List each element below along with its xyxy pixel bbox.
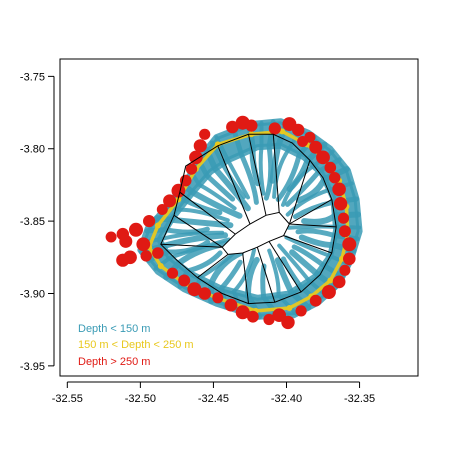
deep-point bbox=[282, 117, 296, 131]
deep-point bbox=[172, 184, 186, 198]
mid-depth-point bbox=[158, 263, 164, 269]
deep-point bbox=[167, 268, 178, 279]
deep-point bbox=[296, 305, 307, 316]
deep-point bbox=[339, 265, 350, 276]
legend-label-shallow: Depth < 150 m bbox=[78, 323, 150, 335]
mid-depth-point bbox=[155, 223, 161, 229]
deep-point bbox=[106, 232, 117, 243]
deep-point bbox=[157, 204, 168, 215]
deep-point bbox=[269, 122, 281, 134]
mid-depth-point bbox=[327, 278, 333, 284]
deep-point bbox=[297, 136, 308, 147]
deep-point bbox=[194, 139, 207, 152]
deep-point bbox=[199, 129, 210, 140]
y-tick-label: -3.75 bbox=[20, 71, 45, 83]
deep-point bbox=[198, 287, 211, 300]
deep-point bbox=[119, 235, 132, 248]
deep-point bbox=[245, 120, 257, 132]
y-tick-label: -3.90 bbox=[20, 288, 45, 300]
deep-point bbox=[322, 285, 336, 299]
x-tick-label: -32.40 bbox=[271, 393, 302, 405]
deep-point bbox=[247, 311, 259, 323]
deep-point bbox=[225, 299, 238, 312]
deep-point bbox=[329, 172, 340, 183]
deep-point bbox=[212, 292, 223, 303]
deep-point bbox=[129, 223, 143, 237]
deep-point bbox=[333, 276, 346, 289]
y-tick-label: -3.95 bbox=[20, 361, 45, 373]
deep-point bbox=[178, 275, 190, 287]
x-tick-label: -32.35 bbox=[344, 393, 375, 405]
deep-point bbox=[152, 247, 164, 259]
deep-point bbox=[342, 237, 356, 251]
deep-point bbox=[141, 250, 152, 261]
x-tick-label: -32.50 bbox=[125, 393, 156, 405]
legend-label-deep: Depth > 250 m bbox=[78, 356, 150, 368]
y-tick-label: -3.80 bbox=[20, 144, 45, 156]
deep-point bbox=[309, 141, 322, 154]
deep-point bbox=[343, 252, 356, 265]
y-tick-label: -3.85 bbox=[20, 216, 45, 228]
deep-point bbox=[332, 183, 346, 197]
deep-point bbox=[334, 197, 347, 210]
deep-point bbox=[143, 215, 155, 227]
x-tick-label: -32.45 bbox=[198, 393, 229, 405]
deep-point bbox=[310, 295, 322, 307]
deep-point bbox=[325, 162, 337, 174]
deep-point bbox=[281, 316, 294, 329]
deep-point bbox=[116, 254, 129, 267]
deep-point bbox=[136, 237, 150, 251]
x-tick-label: -32.55 bbox=[52, 393, 83, 405]
deep-point bbox=[338, 213, 349, 224]
mid-depth-point bbox=[286, 305, 292, 311]
deep-point bbox=[339, 225, 351, 237]
legend-label-mid: 150 m < Depth < 250 m bbox=[78, 339, 194, 351]
